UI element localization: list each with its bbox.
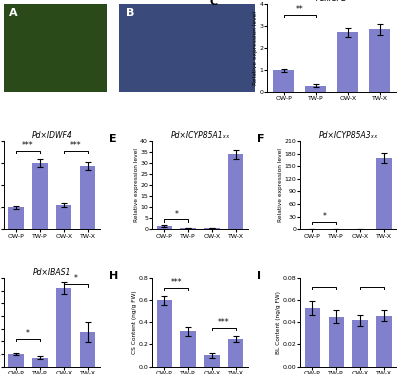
Y-axis label: Relative expression level: Relative expression level [278,148,283,222]
Title: Pd×IDWF4: Pd×IDWF4 [32,131,72,140]
Bar [204,228,220,229]
Bar [8,354,24,367]
Text: *: * [174,209,178,218]
Text: H: H [109,271,118,281]
Y-axis label: BL Content (ng/g FW): BL Content (ng/g FW) [276,291,281,354]
Title: Pd×IBAS1: Pd×IBAS1 [33,268,71,277]
Bar [80,166,95,229]
Bar [156,226,172,229]
Title: Pd×ICYP85A1ₓₓ: Pd×ICYP85A1ₓₓ [170,131,230,140]
Y-axis label: Relative expression level: Relative expression level [134,148,139,222]
Bar [352,320,368,367]
Bar [273,70,294,92]
Bar [80,332,95,367]
Bar [337,33,358,92]
Bar [156,300,172,367]
Text: *: * [26,329,30,338]
Title: PdxICPD: PdxICPD [316,0,348,3]
Bar [305,308,320,367]
Text: *: * [322,212,326,221]
Text: B: B [126,8,134,18]
Bar [228,154,244,229]
Bar [32,163,48,229]
Bar [305,86,326,92]
Bar [376,158,392,229]
Bar [376,316,392,367]
Bar [56,205,72,229]
Bar [180,331,196,367]
Bar [369,29,390,92]
Bar [56,288,72,367]
Text: F: F [257,134,265,144]
Text: ***: *** [70,141,82,150]
Bar [8,207,24,229]
Bar [228,339,244,367]
Text: A: A [9,8,18,18]
Bar [204,355,220,367]
Text: ***: *** [218,318,230,327]
Y-axis label: Relative expression level: Relative expression level [253,11,258,85]
Text: C: C [210,0,218,7]
Text: E: E [109,134,117,144]
Text: **: ** [296,5,304,14]
Text: *: * [74,275,78,283]
Text: ***: *** [170,278,182,287]
Title: Pd×ICYP85A3ₓₓ: Pd×ICYP85A3ₓₓ [318,131,378,140]
Y-axis label: CS Content (ng/g FW): CS Content (ng/g FW) [132,291,137,354]
Text: ***: *** [22,141,34,150]
Bar [32,358,48,367]
Bar [328,317,344,367]
Bar [180,228,196,229]
Text: I: I [257,271,261,281]
